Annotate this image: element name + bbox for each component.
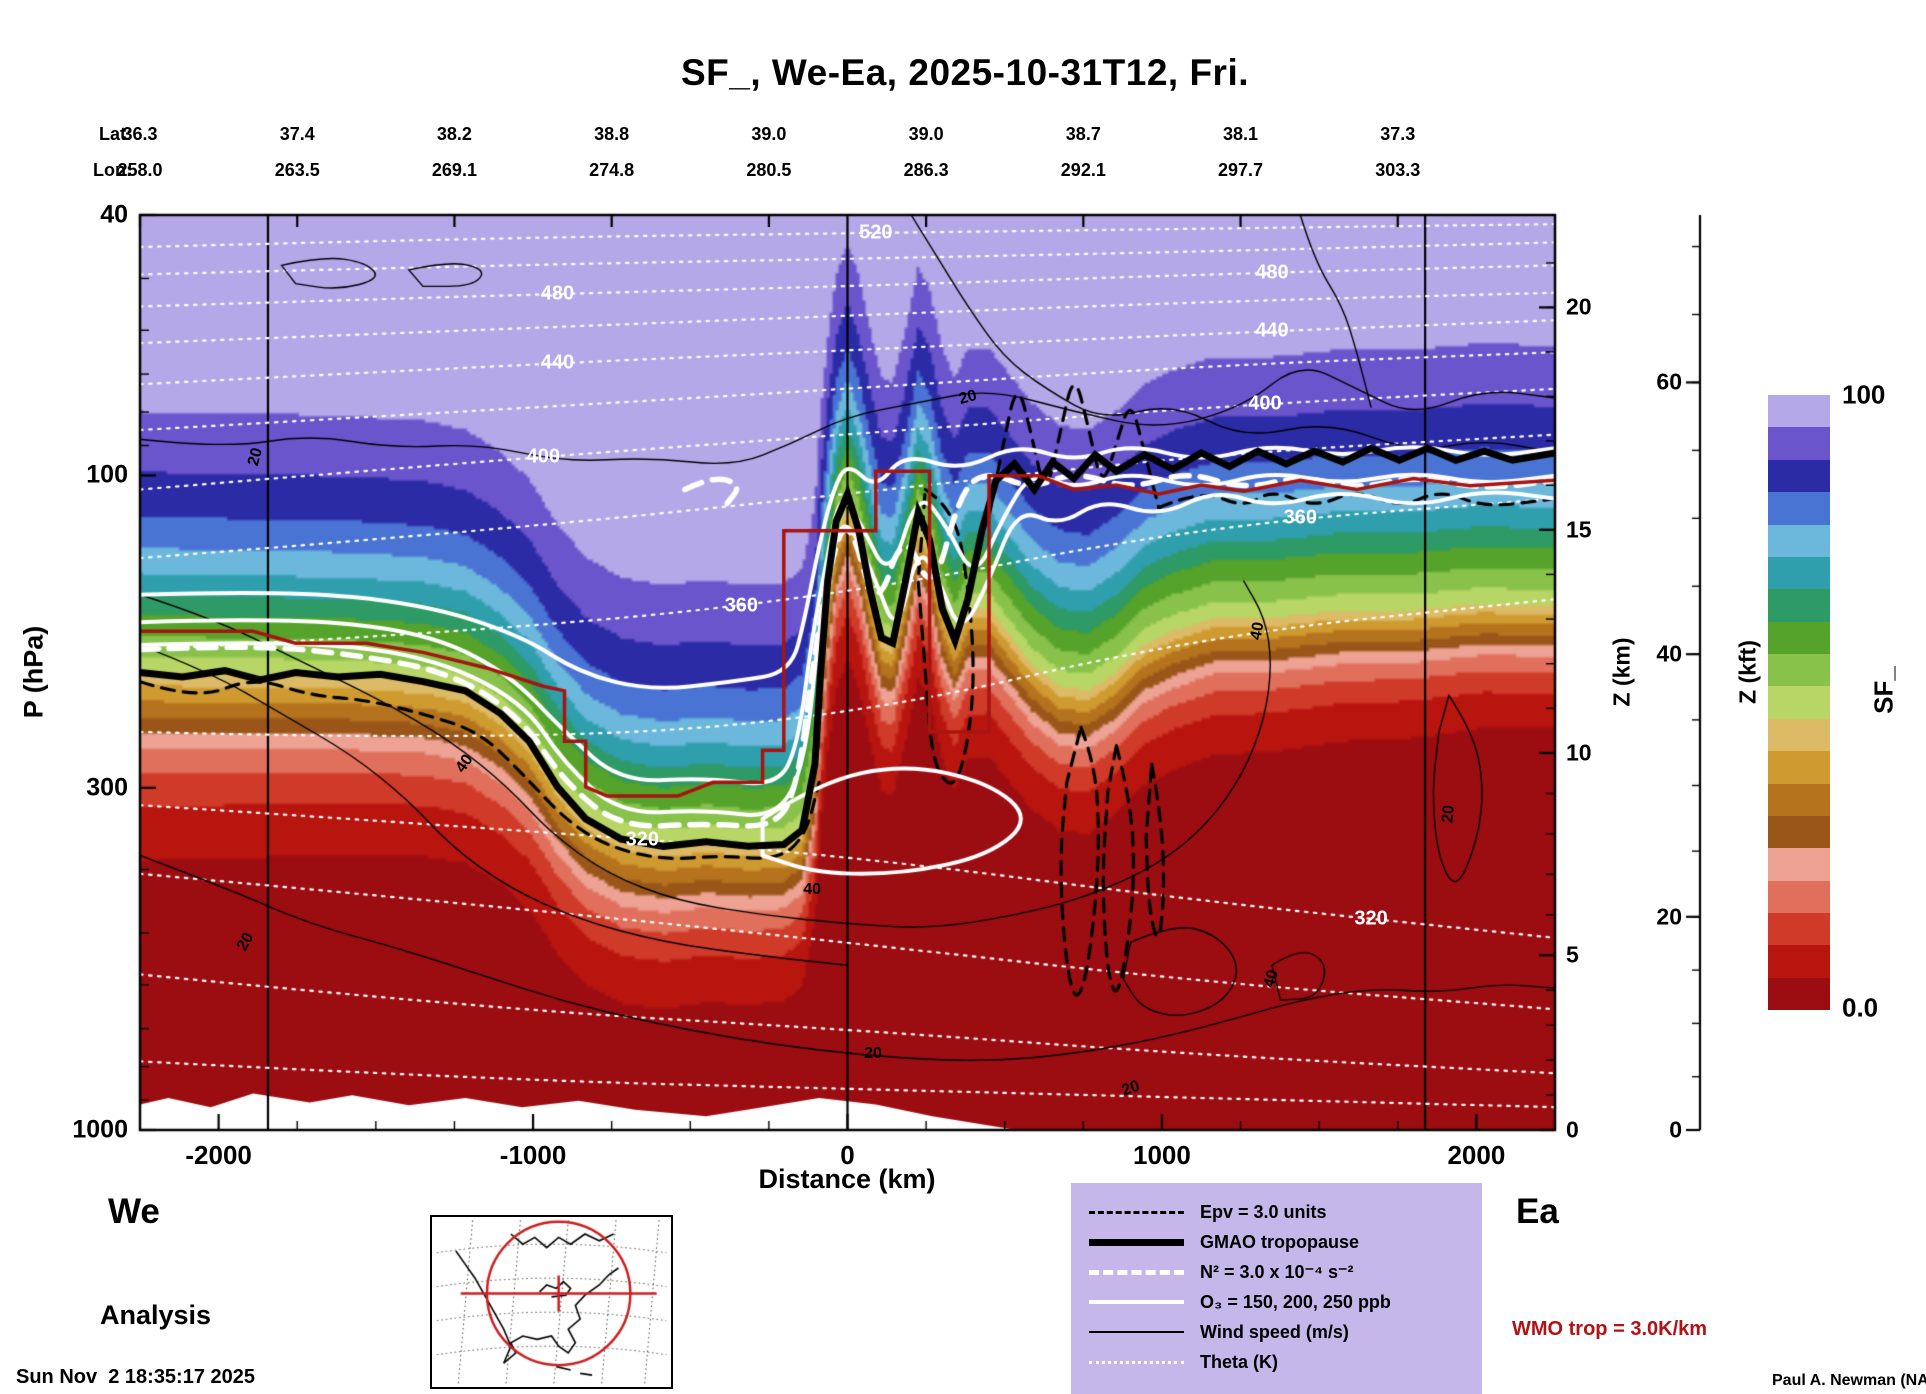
colorbar-band xyxy=(1768,492,1830,525)
legend-item-o3: O₃ = 150, 200, 250 ppb xyxy=(1089,1287,1482,1317)
altitude-kft-tick-label: 60 xyxy=(1656,368,1682,395)
altitude-km-tick-label: 0 xyxy=(1566,1116,1579,1143)
altitude-kft-tick-label: 0 xyxy=(1669,1116,1682,1143)
n2-line-sample xyxy=(1089,1269,1184,1275)
colorbar-band xyxy=(1768,880,1830,913)
distance-axis-label: Distance (km) xyxy=(758,1164,936,1194)
legend-item-label: Theta (K) xyxy=(1200,1351,1278,1372)
wmo-tropopause-note: WMO trop = 3.0K/km xyxy=(1512,1318,1708,1340)
latitude-value: 37.4 xyxy=(279,124,315,144)
pressure-tick-label: 40 xyxy=(100,200,128,229)
longitude-value: 274.8 xyxy=(589,160,635,180)
latitude-value: 38.1 xyxy=(1223,124,1259,144)
pressure-tick-label: 1000 xyxy=(72,1115,128,1144)
longitude-value: 292.1 xyxy=(1060,160,1106,180)
o3-line-sample xyxy=(1089,1300,1184,1304)
colorbar-axis-label: SF_ xyxy=(1868,666,1899,714)
epv-line-sample xyxy=(1089,1210,1184,1214)
altitude-kft-tick-label: 20 xyxy=(1656,903,1682,930)
wind-line-sample xyxy=(1089,1331,1184,1333)
altitude-kft-tick-label: 40 xyxy=(1656,640,1682,667)
pressure-tick-label: 100 xyxy=(86,460,128,489)
legend-item-label: GMAO tropopause xyxy=(1200,1231,1360,1252)
colorbar-min-label: 0.0 xyxy=(1842,992,1879,1023)
longitude-value: 280.5 xyxy=(746,160,792,180)
legend-item-n2: N² = 3.0 x 10⁻⁴ s⁻² xyxy=(1089,1257,1482,1287)
west-endpoint-label: We xyxy=(108,1192,160,1231)
distance-tick-label: -1000 xyxy=(499,1140,567,1170)
distance-tick-label: 0 xyxy=(840,1140,855,1170)
legend: Epv = 3.0 units GMAO tropopause N² = 3.0 x… xyxy=(1071,1183,1482,1394)
analysis-label: Analysis xyxy=(100,1300,212,1330)
latitude-value: 36.3 xyxy=(122,124,158,144)
longitude-value: 263.5 xyxy=(274,160,320,180)
legend-item-gmao: GMAO tropopause xyxy=(1089,1227,1482,1257)
gmao-line-sample xyxy=(1089,1238,1184,1246)
longitude-value: 303.3 xyxy=(1375,160,1421,180)
distance-tick-label: -2000 xyxy=(185,1140,252,1170)
colorbar-band xyxy=(1768,395,1830,428)
lat-header-label: Lat: xyxy=(99,124,132,144)
altitude-km-tick-label: 20 xyxy=(1566,293,1592,320)
colorbar-band xyxy=(1768,621,1830,654)
colorbar-band xyxy=(1768,589,1830,622)
pressure-tick-label: 300 xyxy=(86,773,128,802)
legend-item-label: O₃ = 150, 200, 250 ppb xyxy=(1200,1291,1391,1312)
distance-tick-label: 2000 xyxy=(1447,1140,1506,1170)
legend-item-theta: Theta (K) xyxy=(1089,1347,1482,1377)
lon-header: Lon: xyxy=(0,160,132,181)
latitude-value: 38.8 xyxy=(594,124,630,144)
latitude-value: 38.7 xyxy=(1065,124,1101,144)
longitude-value: 258.0 xyxy=(117,160,163,180)
map-inset xyxy=(430,1215,673,1389)
lat-header: Lat: xyxy=(0,124,132,145)
colorbar-band xyxy=(1768,718,1830,752)
colorbar-band xyxy=(1768,945,1830,978)
longitude-value: 297.7 xyxy=(1218,160,1264,180)
latitude-value: 39.0 xyxy=(751,124,787,144)
colorbar-band xyxy=(1768,686,1830,719)
longitude-value: 286.3 xyxy=(903,160,949,180)
colorbar-band xyxy=(1768,524,1830,557)
author-credit: Paul A. Newman (NASA xyxy=(1772,1372,1926,1389)
legend-item-label: N² = 3.0 x 10⁻⁴ s⁻² xyxy=(1200,1261,1354,1282)
latitude-value: 39.0 xyxy=(908,124,944,144)
pressure-axis-label: P (hPa) xyxy=(18,625,49,719)
colorbar-band xyxy=(1768,427,1830,460)
colorbar-band xyxy=(1768,459,1830,493)
distance-tick-label: 1000 xyxy=(1133,1140,1191,1170)
colorbar-band xyxy=(1768,977,1830,1011)
altitude-km-tick-label: 10 xyxy=(1566,739,1592,766)
colorbar-band xyxy=(1768,751,1830,784)
colorbar xyxy=(1768,395,1830,1011)
altitude-kft-axis-label: Z (kft) xyxy=(1734,640,1761,704)
legend-item-epv: Epv = 3.0 units xyxy=(1089,1197,1482,1227)
creation-timestamp: Sun Nov 2 18:35:17 2025 xyxy=(16,1366,256,1388)
colorbar-band xyxy=(1768,848,1830,881)
colorbar-band xyxy=(1768,913,1830,946)
altitude-km-tick-label: 15 xyxy=(1566,516,1592,543)
theta-line-sample xyxy=(1089,1360,1184,1364)
map-inset-canvas xyxy=(432,1217,671,1387)
colorbar-band xyxy=(1768,654,1830,687)
lon-header-label: Lon: xyxy=(93,160,132,180)
altitude-km-axis-label: Z (km) xyxy=(1608,637,1635,707)
east-endpoint-label: Ea xyxy=(1516,1192,1559,1231)
longitude-value: 269.1 xyxy=(431,160,477,180)
legend-item-label: Epv = 3.0 units xyxy=(1200,1201,1327,1222)
latitude-value: 37.3 xyxy=(1380,124,1416,144)
colorbar-band xyxy=(1768,815,1830,849)
colorbar-band xyxy=(1768,556,1830,590)
colorbar-max-label: 100 xyxy=(1842,379,1886,410)
colorbar-band xyxy=(1768,783,1830,816)
latitude-value: 38.2 xyxy=(436,124,472,144)
altitude-km-tick-label: 5 xyxy=(1566,941,1579,968)
legend-item-wind: Wind speed (m/s) xyxy=(1089,1317,1482,1347)
page-title: SF_, We-Ea, 2025-10-31T12, Fri. xyxy=(680,52,1250,93)
legend-item-label: Wind speed (m/s) xyxy=(1200,1321,1349,1342)
